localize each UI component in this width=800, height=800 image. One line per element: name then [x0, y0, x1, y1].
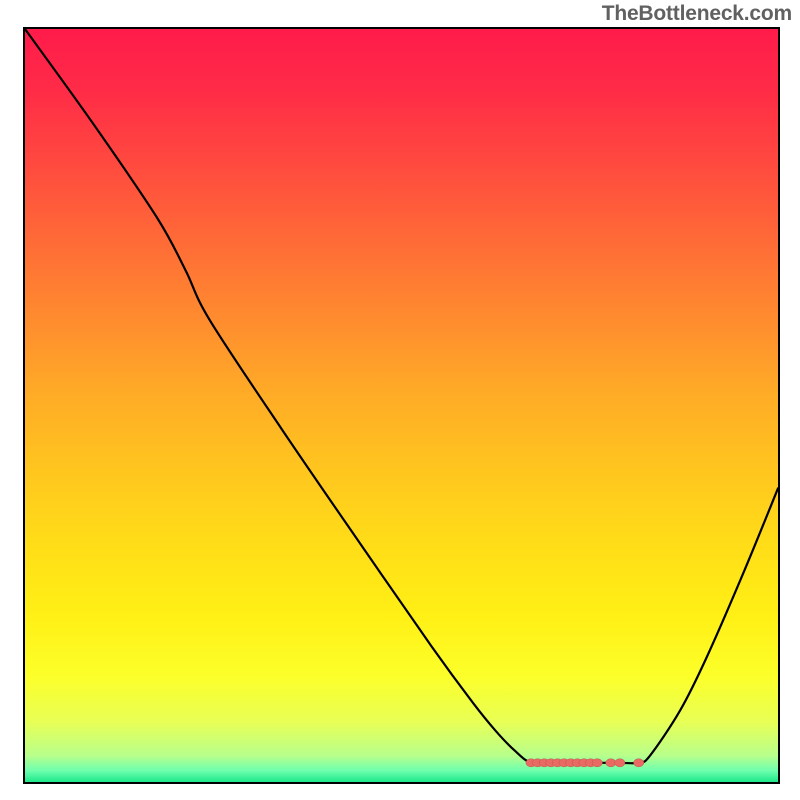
- chart-frame: [23, 27, 780, 784]
- watermark-text: TheBottleneck.com: [602, 2, 792, 26]
- chart-gradient: [25, 29, 778, 782]
- chart-container: TheBottleneck.com: [0, 0, 800, 800]
